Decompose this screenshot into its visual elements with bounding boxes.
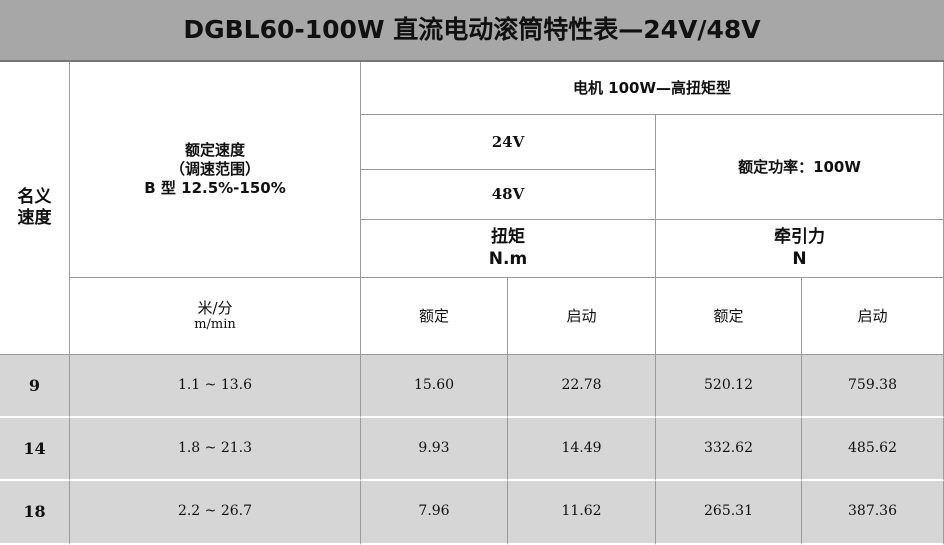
motor-header: 电机 100W—高扭矩型 (361, 62, 944, 115)
header-text: 额定 (418, 306, 449, 325)
table-cell: 7.96 (361, 481, 508, 545)
table-cell: 265.31 (656, 481, 802, 545)
header-text: 名义速度 (17, 186, 52, 228)
header-text: N (792, 248, 807, 269)
table-cell: 14 (0, 418, 70, 481)
table-cell: 14.49 (508, 418, 656, 481)
header-text: 牵引力 (774, 227, 825, 248)
table-cell: 1.8 ~ 21.3 (70, 418, 361, 481)
header-text: （调速范围） (169, 160, 260, 179)
header-text: 48V (491, 185, 525, 204)
sub-header: 启动 (508, 278, 656, 355)
header-text: 额定 (713, 306, 744, 325)
speed-unit: 米/分 m/min (70, 278, 361, 355)
table-title: DGBL60-100W 直流电动滚筒特性表—24V/48V (0, 0, 944, 62)
voltage-24: 24V (361, 115, 656, 170)
sub-header: 额定 (361, 278, 508, 355)
table-cell: 2.2 ~ 26.7 (70, 481, 361, 545)
rated-speed-header: 额定速度 （调速范围） B 型 12.5%-150% (70, 62, 361, 278)
header-text: N.m (488, 248, 528, 269)
table-cell: 759.38 (802, 355, 944, 418)
header-text: 额定功率：100W (738, 157, 861, 176)
header-text: 额定速度 (184, 141, 245, 160)
table-cell: 485.62 (802, 418, 944, 481)
header-text: 24V (491, 132, 525, 151)
header-text: 启动 (566, 306, 597, 325)
table-cell: 11.62 (508, 481, 656, 545)
nominal-speed-header: 名义速度 (0, 62, 70, 355)
header-text: m/min (194, 317, 236, 333)
header-text: 扭矩 (491, 227, 525, 248)
table-cell: 9.93 (361, 418, 508, 481)
table-cell: 1.1 ~ 13.6 (70, 355, 361, 418)
table-cell: 15.60 (361, 355, 508, 418)
traction-header: 牵引力 N (656, 220, 944, 278)
table-cell: 9 (0, 355, 70, 418)
table-cell: 22.78 (508, 355, 656, 418)
voltage-48: 48V (361, 170, 656, 220)
table-cell: 18 (0, 481, 70, 545)
header-text: 启动 (857, 306, 888, 325)
rated-power: 额定功率：100W (656, 115, 944, 220)
header-text: B 型 12.5%-150% (144, 178, 286, 197)
sub-header: 额定 (656, 278, 802, 355)
sub-header: 启动 (802, 278, 944, 355)
header-text: 米/分 (197, 298, 233, 317)
table-cell: 332.62 (656, 418, 802, 481)
header-text: 电机 100W—高扭矩型 (572, 78, 732, 97)
title-text: DGBL60-100W 直流电动滚筒特性表—24V/48V (183, 15, 761, 45)
table-cell: 387.36 (802, 481, 944, 545)
torque-header: 扭矩 N.m (361, 220, 656, 278)
table-cell: 520.12 (656, 355, 802, 418)
